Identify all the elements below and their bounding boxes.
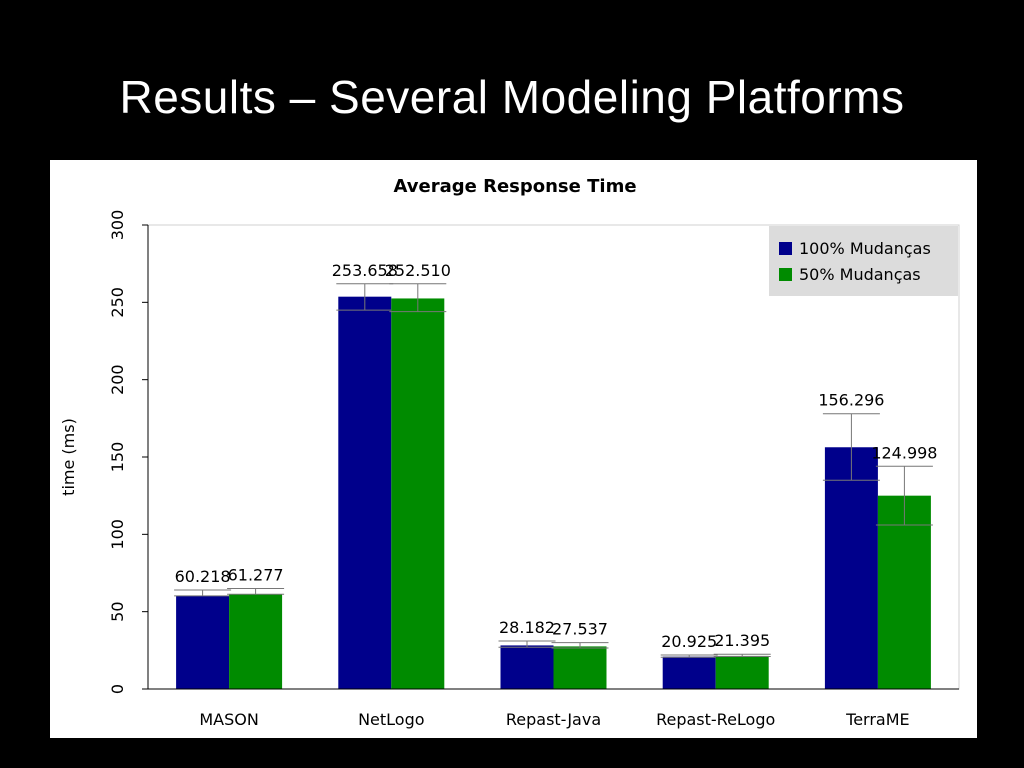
- bar-series2: [553, 646, 607, 689]
- legend-box: [769, 226, 958, 296]
- data-label: 21.395: [714, 631, 770, 650]
- category-labels: MASON NetLogo Repast-Java Repast-ReLogo Terr…: [199, 710, 909, 729]
- data-label: 28.182: [499, 618, 555, 637]
- bar-series2: [877, 495, 931, 689]
- bar-series2: [229, 594, 283, 689]
- legend-swatch: [779, 268, 792, 281]
- slide-title: Results – Several Modeling Platforms: [119, 71, 905, 123]
- y-tick-label: 0: [108, 684, 127, 694]
- y-tick-label: 200: [108, 364, 127, 395]
- bar-series1: [662, 656, 716, 689]
- x-category-label: NetLogo: [358, 710, 424, 729]
- y-tick-label: 50: [108, 601, 127, 621]
- bar-series2: [391, 298, 445, 689]
- bar-series1: [338, 296, 392, 689]
- bar-chart: Average Response Time time (ms) 0 50 100 15…: [59, 176, 960, 729]
- bar-series1: [176, 595, 230, 689]
- y-axis-title: time (ms): [59, 418, 78, 496]
- data-label: 156.296: [818, 391, 884, 410]
- y-tick-label: 150: [108, 442, 127, 473]
- legend-swatch: [779, 242, 792, 255]
- chart-title: Average Response Time: [393, 176, 636, 197]
- y-tick-label: 250: [108, 287, 127, 318]
- y-axis-ticks: 0 50 100 150 200 250 300: [108, 210, 148, 694]
- legend-label: 100% Mudanças: [799, 239, 931, 258]
- x-category-label: MASON: [199, 710, 258, 729]
- data-label: 253.658: [332, 261, 398, 280]
- bar-series2: [715, 655, 769, 689]
- data-label: 61.277: [228, 565, 284, 584]
- data-label: 27.537: [552, 620, 608, 639]
- y-tick-label: 100: [108, 519, 127, 550]
- data-label: 124.998: [871, 443, 937, 462]
- x-category-label: Repast-ReLogo: [656, 710, 775, 729]
- bar-series1: [500, 645, 554, 689]
- legend-label: 50% Mudanças: [799, 265, 921, 284]
- y-tick-label: 300: [108, 210, 127, 241]
- x-category-label: TerraME: [845, 710, 910, 729]
- data-label: 252.510: [385, 261, 451, 280]
- bar-series1: [824, 447, 878, 689]
- data-label: 20.925: [661, 632, 717, 651]
- chart-frame: Average Response Time time (ms) 0 50 100 15…: [50, 160, 977, 738]
- legend: 100% Mudanças 50% Mudanças: [769, 226, 958, 296]
- x-category-label: Repast-Java: [506, 710, 601, 729]
- data-label: 60.218: [175, 567, 231, 586]
